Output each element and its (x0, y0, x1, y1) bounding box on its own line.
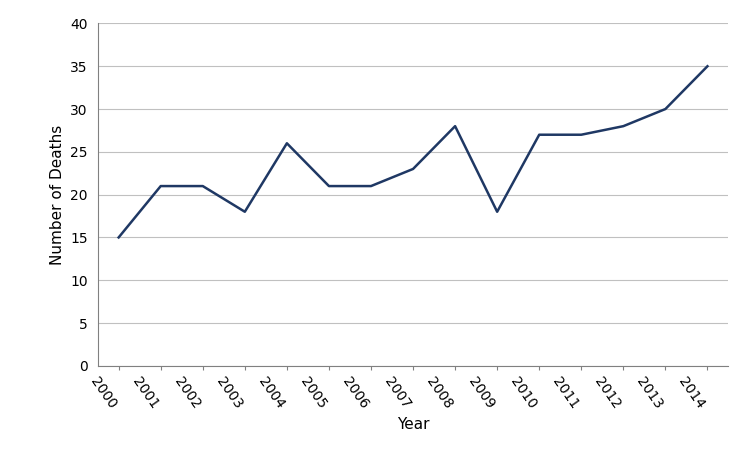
Y-axis label: Number of Deaths: Number of Deaths (50, 124, 65, 265)
X-axis label: Year: Year (397, 417, 430, 432)
